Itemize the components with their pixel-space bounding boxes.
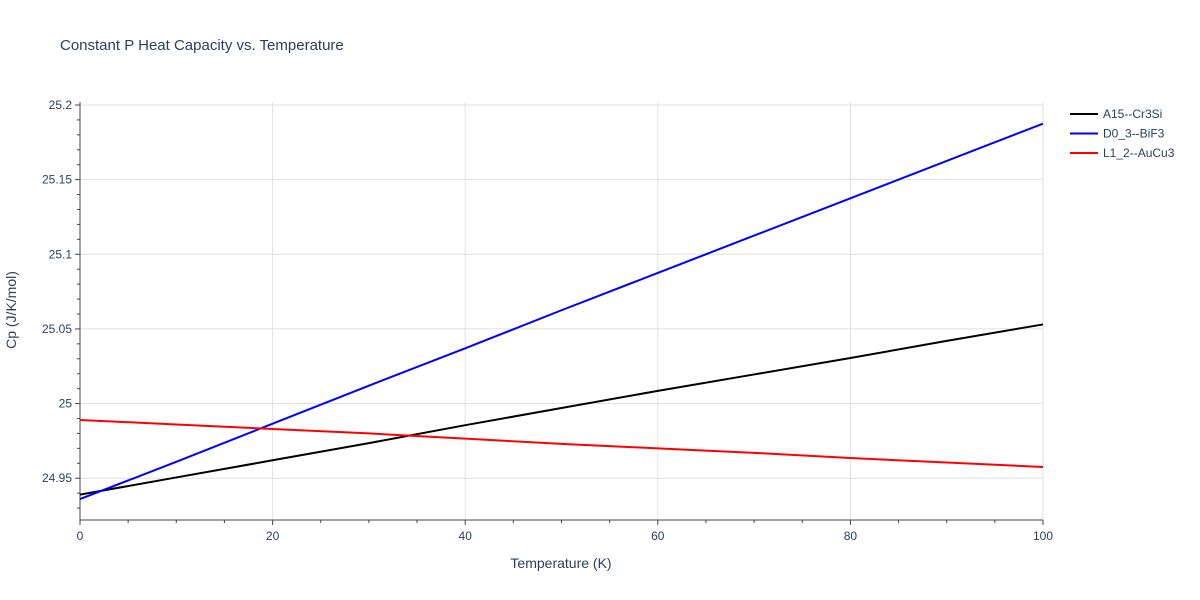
x-tick-label: 40: [459, 529, 473, 543]
legend-label[interactable]: A15--Cr3Si: [1103, 107, 1162, 121]
x-tick-label: 60: [651, 529, 665, 543]
legend-label[interactable]: D0_3--BiF3: [1103, 127, 1165, 141]
x-tick-label: 20: [266, 529, 280, 543]
y-tick-label: 25.05: [42, 322, 72, 336]
axes-layer: [75, 102, 1044, 525]
series-line-A15--Cr3Si[interactable]: [79, 323, 1044, 496]
y-tick-label: 25.2: [49, 98, 73, 112]
grid-layer: [80, 102, 1044, 520]
tick-labels-layer: 0 20 40 60 80 100 24.95 25 25.05 25.1 25.15 25.2: [42, 98, 1053, 543]
x-axis-title: Temperature (K): [510, 555, 611, 571]
y-tick-label: 25.15: [42, 173, 72, 187]
y-axis-title: Cp (J/K/mol): [3, 271, 19, 349]
y-tick-label: 24.95: [42, 471, 72, 485]
x-tick-label: 100: [1033, 529, 1053, 543]
legend-label[interactable]: L1_2--AuCu3: [1103, 146, 1175, 160]
chart-title: Constant P Heat Capacity vs. Temperature: [60, 37, 344, 54]
legend[interactable]: A15--Cr3Si D0_3--BiF3 L1_2--AuCu3: [1070, 107, 1175, 160]
x-tick-label: 0: [77, 529, 84, 543]
series-layer[interactable]: [79, 122, 1044, 501]
x-tick-label: 80: [844, 529, 858, 543]
y-tick-label: 25.1: [49, 247, 73, 261]
series-line-L1_2--AuCu3[interactable]: [79, 418, 1044, 468]
series-line-D0_3--BiF3[interactable]: [79, 122, 1044, 501]
y-tick-label: 25: [59, 397, 73, 411]
